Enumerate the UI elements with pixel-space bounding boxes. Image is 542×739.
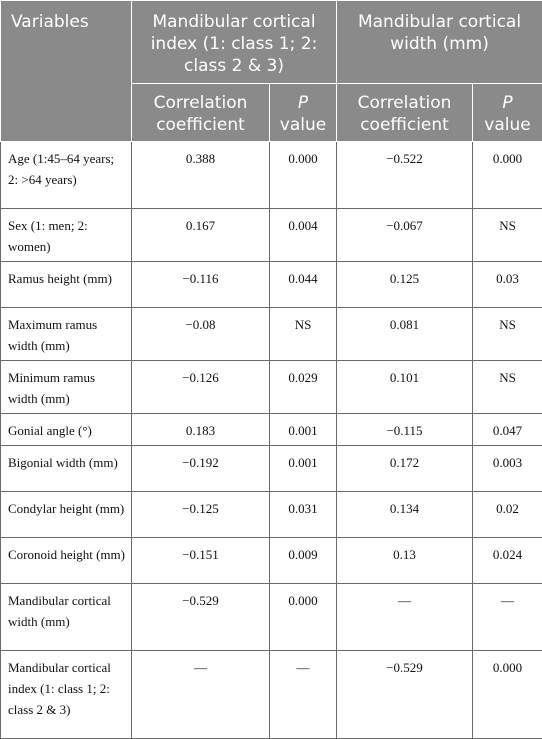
- correlation-mci-cell: −0.126: [132, 361, 270, 414]
- header-mandibular-cortical-width: Mandibular cortical width (mm): [337, 1, 542, 84]
- correlation-mci-cell: −0.151: [132, 538, 270, 584]
- correlation-mci-cell: −0.192: [132, 446, 270, 492]
- correlation-mcw-cell: −0.115: [337, 414, 473, 446]
- p-value-mci-cell: 0.029: [270, 361, 337, 414]
- table-row: Coronoid height (mm) −0.151 0.009 0.13 0…: [1, 538, 542, 584]
- p-value-mcw-cell: 0.003: [473, 446, 542, 492]
- table-row: Sex (1: men; 2: women) 0.167 0.004 −0.06…: [1, 209, 542, 262]
- correlation-mci-cell: −0.529: [132, 584, 270, 651]
- correlation-mci-cell: —: [132, 651, 270, 739]
- p-letter: P: [298, 93, 308, 113]
- correlation-mcw-cell: 0.13: [337, 538, 473, 584]
- header-mandibular-cortical-index: Mandibular cortical index (1: class 1; 2…: [132, 1, 337, 84]
- correlation-mci-cell: −0.08: [132, 308, 270, 361]
- p-value-mcw-cell: 0.047: [473, 414, 542, 446]
- correlation-mci-cell: −0.125: [132, 492, 270, 538]
- correlation-mci-cell: 0.167: [132, 209, 270, 262]
- correlation-mci-cell: −0.116: [132, 262, 270, 308]
- p-value-word: value: [484, 115, 530, 135]
- p-value-mcw-cell: 0.024: [473, 538, 542, 584]
- header-correlation-coefficient-2: Correlation coefficient: [337, 84, 473, 142]
- p-value-mcw-cell: NS: [473, 361, 542, 414]
- variable-cell: Mandibular cortical index (1: class 1; 2…: [1, 651, 132, 739]
- table-row: Mandibular cortical index (1: class 1; 2…: [1, 651, 542, 739]
- p-value-mci-cell: 0.001: [270, 446, 337, 492]
- variable-cell: Sex (1: men; 2: women): [1, 209, 132, 262]
- variable-cell: Mandibular cortical width (mm): [1, 584, 132, 651]
- p-letter: P: [502, 93, 512, 113]
- correlation-mcw-cell: 0.125: [337, 262, 473, 308]
- correlation-mcw-cell: −0.522: [337, 142, 473, 209]
- variable-cell: Age (1:45–64 years; 2: >64 years): [1, 142, 132, 209]
- p-value-mcw-cell: 0.000: [473, 142, 542, 209]
- p-value-word: value: [280, 115, 326, 135]
- table-row: Bigonial width (mm) −0.192 0.001 0.172 0…: [1, 446, 542, 492]
- variable-cell: Condylar height (mm): [1, 492, 132, 538]
- table-row: Ramus height (mm) −0.116 0.044 0.125 0.0…: [1, 262, 542, 308]
- correlation-mci-cell: 0.183: [132, 414, 270, 446]
- p-value-mci-cell: 0.000: [270, 142, 337, 209]
- variable-cell: Coronoid height (mm): [1, 538, 132, 584]
- p-value-mcw-cell: —: [473, 584, 542, 651]
- table-row: Maximum ramus width (mm) −0.08 NS 0.081 …: [1, 308, 542, 361]
- p-value-mcw-cell: 0.000: [473, 651, 542, 739]
- correlation-mcw-cell: —: [337, 584, 473, 651]
- correlation-mcw-cell: −0.067: [337, 209, 473, 262]
- p-value-mcw-cell: 0.03: [473, 262, 542, 308]
- p-value-mci-cell: 0.000: [270, 584, 337, 651]
- p-value-mcw-cell: NS: [473, 209, 542, 262]
- header-correlation-coefficient-1: Correlation coefficient: [132, 84, 270, 142]
- table-row: Gonial angle (°) 0.183 0.001 −0.115 0.04…: [1, 414, 542, 446]
- variable-cell: Minimum ramus width (mm): [1, 361, 132, 414]
- variable-cell: Maximum ramus width (mm): [1, 308, 132, 361]
- p-value-mcw-cell: 0.02: [473, 492, 542, 538]
- correlation-mcw-cell: 0.081: [337, 308, 473, 361]
- header-variables: Variables: [1, 1, 132, 142]
- variable-cell: Gonial angle (°): [1, 414, 132, 446]
- correlation-mcw-cell: −0.529: [337, 651, 473, 739]
- p-value-mci-cell: 0.044: [270, 262, 337, 308]
- p-value-mci-cell: 0.001: [270, 414, 337, 446]
- table-row: Mandibular cortical width (mm) −0.529 0.…: [1, 584, 542, 651]
- p-value-mci-cell: NS: [270, 308, 337, 361]
- table-header: Variables Mandibular cortical index (1: …: [1, 1, 542, 142]
- p-value-mci-cell: —: [270, 651, 337, 739]
- table-row: Age (1:45–64 years; 2: >64 years) 0.388 …: [1, 142, 542, 209]
- p-value-mci-cell: 0.009: [270, 538, 337, 584]
- p-value-mci-cell: 0.031: [270, 492, 337, 538]
- correlation-mci-cell: 0.388: [132, 142, 270, 209]
- correlation-mcw-cell: 0.134: [337, 492, 473, 538]
- table-body: Age (1:45–64 years; 2: >64 years) 0.388 …: [1, 142, 542, 739]
- table-row: Condylar height (mm) −0.125 0.031 0.134 …: [1, 492, 542, 538]
- correlation-mcw-cell: 0.172: [337, 446, 473, 492]
- p-value-mci-cell: 0.004: [270, 209, 337, 262]
- variable-cell: Ramus height (mm): [1, 262, 132, 308]
- correlation-mcw-cell: 0.101: [337, 361, 473, 414]
- table-row: Minimum ramus width (mm) −0.126 0.029 0.…: [1, 361, 542, 414]
- variable-cell: Bigonial width (mm): [1, 446, 132, 492]
- p-value-mcw-cell: NS: [473, 308, 542, 361]
